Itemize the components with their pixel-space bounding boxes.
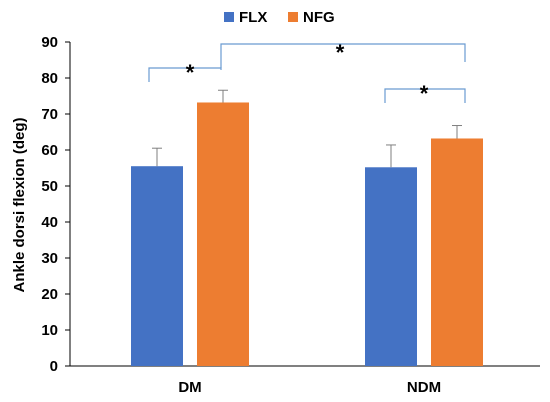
significance-bracket-ndm xyxy=(384,88,466,103)
legend: FLX NFG xyxy=(224,9,335,26)
significance-bracket-between xyxy=(220,43,466,68)
legend-label-nfg: NFG xyxy=(303,9,335,26)
bar-ndm-nfg xyxy=(431,138,483,366)
y-tick-label: 30 xyxy=(41,250,58,267)
y-tick-label: 10 xyxy=(41,322,58,339)
y-axis-label: Ankle dorsi flexion (deg) xyxy=(11,117,28,292)
bar-dm-nfg xyxy=(197,102,249,366)
y-tick-label: 80 xyxy=(41,70,58,87)
legend-label-flx: FLX xyxy=(239,9,267,26)
legend-swatch-flx xyxy=(224,12,234,22)
y-tick-label: 0 xyxy=(50,358,58,375)
y-tick-label: 60 xyxy=(41,142,58,159)
bar-ndm-flx xyxy=(365,167,417,366)
legend-swatch-nfg xyxy=(288,12,298,22)
y-tick-label: 90 xyxy=(41,34,58,51)
bar-dm-flx xyxy=(131,166,183,366)
y-tick-label: 20 xyxy=(41,286,58,303)
plot-area: 0 10 20 30 40 50 60 70 80 90 DM NDM * * * xyxy=(41,34,540,396)
significance-bracket-dm-star: * xyxy=(186,60,195,85)
y-tick-label: 70 xyxy=(41,106,58,123)
y-tick-label: 50 xyxy=(41,178,58,195)
significance-bracket-ndm-star: * xyxy=(420,81,429,106)
y-tick-label: 40 xyxy=(41,214,58,231)
x-tick-label-dm: DM xyxy=(178,379,201,396)
significance-bracket-dm xyxy=(148,67,222,82)
significance-bracket-between-star: * xyxy=(336,40,345,65)
x-tick-label-ndm: NDM xyxy=(407,379,441,396)
